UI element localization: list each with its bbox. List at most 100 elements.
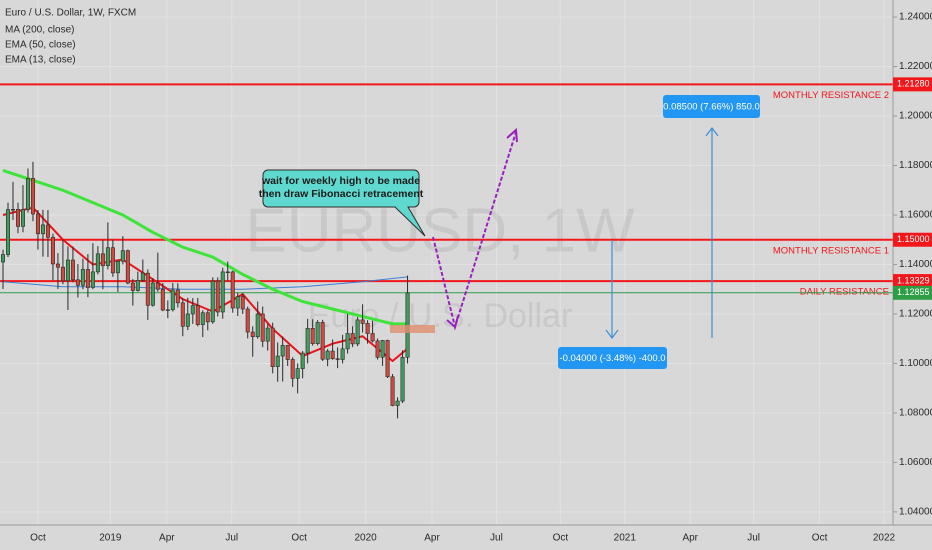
candle-body <box>85 269 90 288</box>
candle-body <box>145 272 150 306</box>
candle-body <box>340 348 345 360</box>
callout-line: wait for weekly high to be made <box>261 175 420 187</box>
candle-body <box>150 282 155 306</box>
candle-body <box>280 345 285 357</box>
candle-body <box>245 308 250 333</box>
candle-body <box>350 333 355 345</box>
time-axis <box>0 525 932 550</box>
indicator-line <box>2 169 408 326</box>
x-tick-label: Apr <box>682 533 698 544</box>
candle-body <box>200 312 205 325</box>
candle-body <box>80 269 85 286</box>
candle-body <box>310 328 315 344</box>
candle-body <box>100 253 105 267</box>
candle-body <box>395 400 400 406</box>
candle-body <box>320 322 325 360</box>
candle-body <box>0 254 5 263</box>
candle-body <box>265 327 270 342</box>
x-tick-label: 2021 <box>614 533 637 544</box>
price-label: 1.21280 <box>897 79 930 89</box>
candle-body <box>235 296 240 309</box>
measure-box <box>663 95 760 118</box>
candle-body <box>255 313 260 338</box>
x-tick-label: Apr <box>159 533 175 544</box>
price-label: 1.15000 <box>897 234 930 244</box>
x-tick-label: Apr <box>424 533 440 544</box>
candle-body <box>175 289 180 304</box>
x-tick-label: Jul <box>747 533 760 544</box>
watermark: EURUSD, 1W <box>245 196 635 265</box>
arrow-head <box>605 329 619 339</box>
blue-arrows <box>605 127 719 339</box>
legend-entry: MA (200, close) <box>5 25 74 36</box>
callout-line: then draw Fibonacci retracement <box>259 188 424 200</box>
price-label-bg <box>893 285 932 300</box>
candle-body <box>50 236 55 265</box>
y-tick-label: 1.10000 <box>899 358 932 369</box>
candle-body <box>65 259 70 282</box>
candle-body <box>335 358 340 360</box>
measure-label: 0.08500 (7.66%) 850.0 <box>663 102 760 113</box>
x-tick-label: 2019 <box>99 533 122 544</box>
candle-body <box>120 250 125 262</box>
candle-body <box>275 355 280 367</box>
level-name: MONTHLY RESISTANCE 1 <box>773 245 889 256</box>
y-tick-label: 1.24000 <box>899 12 932 23</box>
y-tick-label: 1.12000 <box>899 309 932 320</box>
candle-body <box>35 213 40 235</box>
candle-body <box>115 260 120 274</box>
candle-body <box>390 376 395 406</box>
y-tick-label: 1.04000 <box>899 507 932 518</box>
candle-body <box>295 368 300 379</box>
candle-body <box>300 352 305 369</box>
y-tick-label: 1.14000 <box>899 259 932 270</box>
price-label-bg <box>893 77 932 92</box>
x-tick-label: Oct <box>291 533 307 544</box>
candle-body <box>160 288 165 311</box>
y-tick-label: 1.06000 <box>899 457 932 468</box>
candle-body <box>205 312 210 323</box>
candle-body <box>375 340 380 358</box>
candle-body <box>370 333 375 342</box>
x-tick-label: Jul <box>225 533 238 544</box>
candle-body <box>250 331 255 338</box>
candle-body <box>165 309 170 311</box>
candle-body <box>385 340 390 378</box>
symbol-title: Euro / U.S. Dollar, 1W, FXCM <box>5 8 136 19</box>
candle-body <box>260 313 265 342</box>
measure-box <box>558 347 667 369</box>
candle-body <box>190 305 195 315</box>
candle-body <box>90 271 95 288</box>
candle-body <box>155 282 160 290</box>
legend-entry: EMA (13, close) <box>5 55 76 66</box>
candle-body <box>130 282 135 291</box>
level-name: MONTHLY RESISTANCE 2 <box>773 90 889 101</box>
candle-body <box>230 271 235 309</box>
y-tick-label: 1.16000 <box>899 210 932 221</box>
legend-entry: EMA (50, close) <box>5 40 76 51</box>
y-tick-label: 1.22000 <box>899 61 932 72</box>
candle-body <box>110 247 115 274</box>
candle-body <box>270 327 275 367</box>
measure-label: -0.04000 (-3.48%) -400.0 <box>559 353 665 364</box>
candle-body <box>25 178 30 210</box>
callout-box <box>262 169 426 237</box>
candle-body <box>75 279 80 286</box>
candle-body <box>195 305 200 325</box>
candle-body <box>380 340 385 358</box>
watermark-subtitle: Euro / U.S. Dollar <box>308 297 573 335</box>
candle-body <box>325 350 330 360</box>
purple-path <box>432 127 518 331</box>
candle-body <box>365 323 370 334</box>
candle-body <box>305 328 310 354</box>
candle-body <box>345 333 350 350</box>
candle-body <box>400 356 405 402</box>
x-tick-label: Jul <box>490 533 503 544</box>
candle-body <box>60 266 65 282</box>
candle-body <box>290 359 295 379</box>
level-name: DAILY RESISTANCE <box>800 287 889 298</box>
candle-body <box>105 247 110 267</box>
price-label-bg <box>893 232 932 247</box>
price-label: 1.13329 <box>897 275 930 285</box>
